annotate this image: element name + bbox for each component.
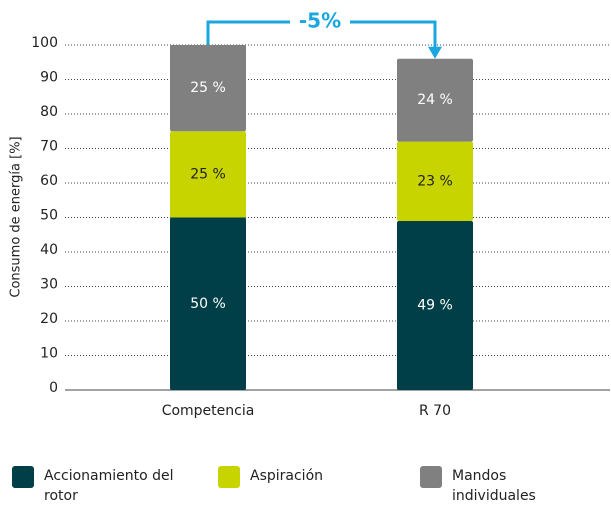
y-tick-label: 20	[40, 311, 58, 327]
legend-item: Accionamiento del rotor	[12, 466, 174, 506]
bar-segment	[170, 45, 246, 132]
bar-segment	[170, 131, 246, 218]
legend-label: Mandos individuales	[452, 468, 536, 504]
annotation-arrow	[428, 46, 442, 59]
annotation: -5%	[299, 9, 341, 33]
y-tick-label: 90	[40, 70, 58, 86]
y-tick-label: 100	[31, 35, 58, 51]
y-axis-label: Consumo de energía [%]	[9, 136, 24, 297]
x-tick-label: Competencia	[162, 403, 255, 419]
bar-segment	[397, 220, 473, 390]
chart: Consumo de energía [%] 0 10 20 30 40 50 60 70 80…	[9, 9, 610, 419]
y-tick-label: 10	[40, 346, 58, 362]
value-label: 24 %	[417, 92, 453, 108]
y-tick-label: 40	[40, 242, 58, 258]
bar-segment	[397, 141, 473, 221]
legend-swatch	[420, 466, 442, 488]
bar-segment	[170, 217, 246, 390]
y-tick-label: 0	[49, 380, 58, 396]
y-tick-label: 60	[40, 173, 58, 189]
legend-label: Aspiración	[250, 468, 324, 484]
legend-swatch	[218, 466, 240, 488]
annotation-bg	[290, 10, 350, 36]
value-label: 23 %	[417, 173, 453, 189]
legend-swatch	[12, 466, 34, 488]
legend-item: Mandos individuales	[420, 466, 582, 506]
y-tick-label: 70	[40, 139, 58, 155]
y-tick-label: 80	[40, 104, 58, 120]
value-label: 25 %	[190, 166, 226, 182]
legend-label: Accionamiento del rotor	[44, 468, 174, 504]
value-label: 50 %	[190, 296, 226, 312]
y-tick-label: 30	[40, 277, 58, 293]
legend-item: Aspiración	[218, 466, 323, 488]
value-label: 25 %	[190, 80, 226, 96]
y-tick-label: 50	[40, 208, 58, 224]
value-label: 49 %	[417, 297, 453, 313]
bar-segment	[397, 58, 473, 142]
x-tick-label: R 70	[419, 403, 451, 419]
